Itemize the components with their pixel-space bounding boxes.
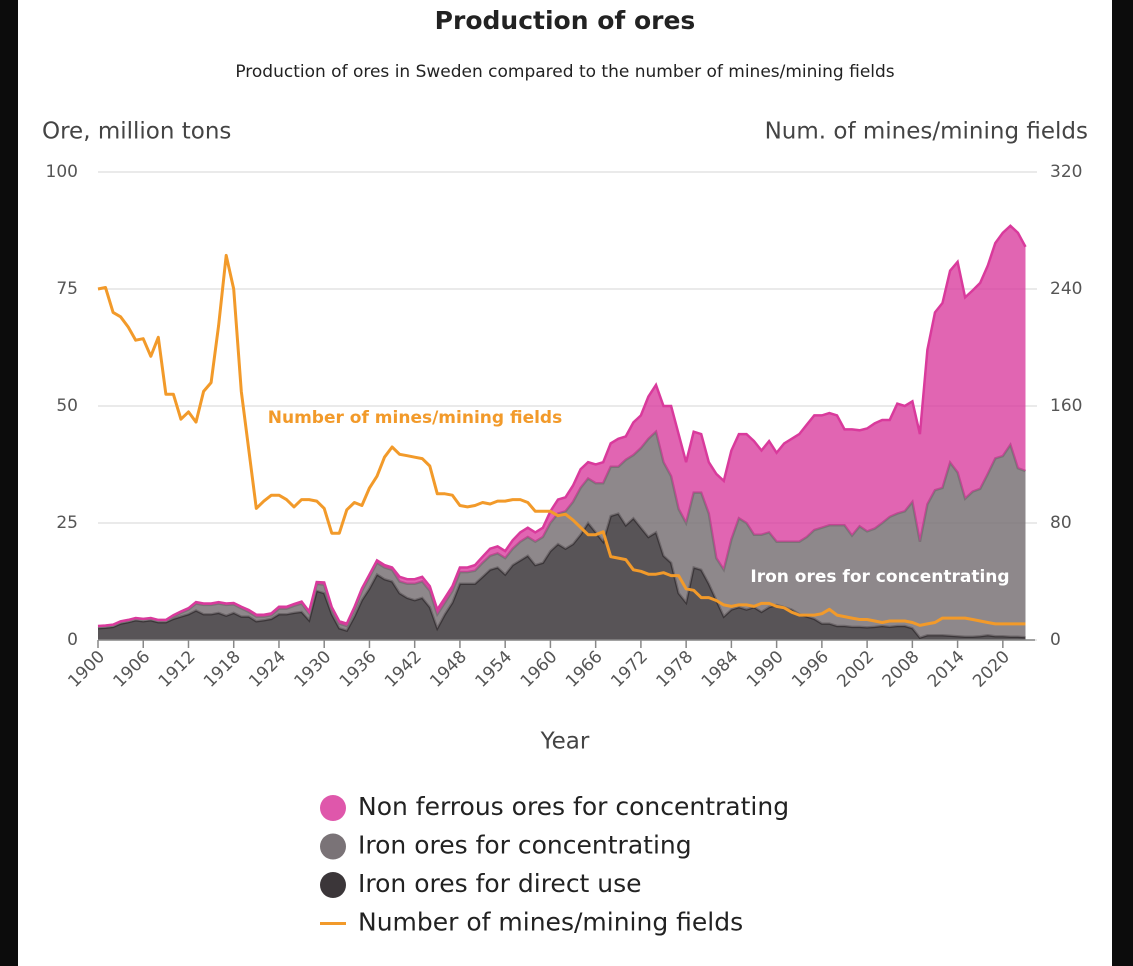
x-axis-title: Year: [540, 729, 590, 755]
legend-swatch: [320, 872, 346, 898]
y2-axis-title: Num. of mines/mining fields: [765, 119, 1088, 145]
y2-tick-label: 80: [1050, 513, 1072, 533]
y-axis-title: Ore, million tons: [42, 119, 231, 145]
x-tick-label: 1972: [607, 647, 652, 692]
x-tick-label: 1996: [788, 647, 833, 692]
chart: Production of ores Production of ores in…: [0, 0, 1133, 966]
y2-tick-label: 160: [1050, 396, 1082, 416]
x-tick-label: 1984: [698, 647, 743, 692]
x-tick-label: 1960: [517, 647, 562, 692]
page: {"chart_data": { "type": "stacked-area",…: [0, 0, 1133, 966]
legend-label[interactable]: Iron ores for concentrating: [358, 831, 692, 860]
y-tick-label: 50: [56, 396, 78, 416]
x-tick-label: 2014: [924, 647, 969, 692]
x-tick-label: 1948: [426, 647, 471, 692]
x-tick-label: 1954: [472, 647, 517, 692]
y2-tick-label: 0: [1050, 630, 1061, 650]
x-tick-label: 2008: [879, 647, 924, 692]
x-tick-label: 1942: [381, 647, 426, 692]
annotation: Number of mines/mining fields: [268, 408, 562, 428]
x-tick-label: 2020: [969, 647, 1014, 692]
annotation: Iron ores for concentrating: [750, 567, 1009, 587]
x-tick-label: 2002: [833, 647, 878, 692]
y2-tick-label: 320: [1050, 162, 1082, 182]
y-tick-label: 75: [56, 279, 78, 299]
x-tick-label: 1912: [155, 647, 200, 692]
x-tick-label: 1930: [291, 647, 336, 692]
legend-swatch: [320, 834, 346, 860]
legend-swatch: [320, 795, 346, 821]
x-tick-label: 1918: [200, 647, 245, 692]
chart-title: Production of ores: [435, 6, 696, 35]
x-tick-label: 1906: [110, 647, 155, 692]
x-tick-label: 1924: [245, 647, 290, 692]
y-tick-label: 100: [46, 162, 78, 182]
legend-label[interactable]: Number of mines/mining fields: [358, 908, 743, 937]
x-tick-label: 1900: [64, 647, 109, 692]
chart-subtitle: Production of ores in Sweden compared to…: [235, 62, 894, 82]
x-tick-label: 1978: [652, 647, 697, 692]
y2-tick-label: 240: [1050, 279, 1082, 299]
x-tick-label: 1966: [562, 647, 607, 692]
legend-label[interactable]: Non ferrous ores for concentrating: [358, 792, 789, 821]
y-tick-label: 25: [56, 513, 78, 533]
x-tick-label: 1936: [336, 647, 381, 692]
legend-label[interactable]: Iron ores for direct use: [358, 869, 642, 898]
x-tick-label: 1990: [743, 647, 788, 692]
y-tick-label: 0: [67, 630, 78, 650]
